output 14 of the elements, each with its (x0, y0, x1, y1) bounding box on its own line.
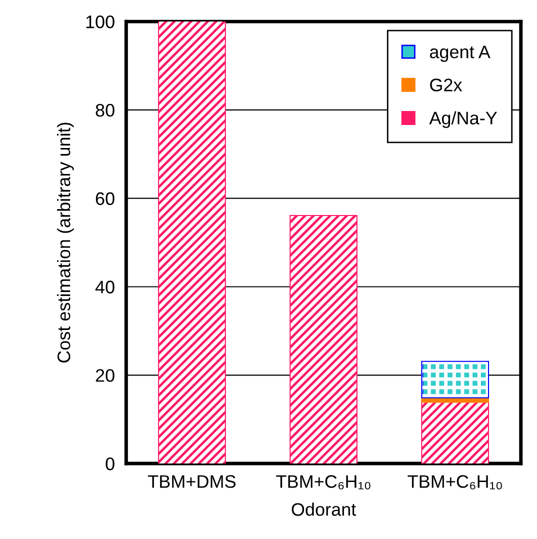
y-tick-label: 40 (95, 280, 114, 294)
legend-label: agent A (430, 46, 490, 62)
y-tick-label: 60 (96, 192, 114, 206)
x-axis-title: Odorant (292, 502, 356, 516)
legend-label: G2x (430, 78, 462, 92)
y-tick-label: 80 (96, 104, 114, 117)
y-tick-label: 20 (96, 369, 114, 382)
x-tick-label: TBM+C₆H₁₀ (276, 475, 370, 490)
legend-label: Ag/Na-Y (429, 111, 498, 128)
x-tick-label: TBM+C₆H₁₀ (408, 475, 502, 490)
y-axis-title: Cost estimation (arbitrary unit) (57, 122, 74, 363)
x-tick-label: TBM+DMS (148, 475, 236, 488)
y-tick-label: 0 (106, 457, 114, 470)
y-tick-label: 100 (86, 15, 114, 28)
